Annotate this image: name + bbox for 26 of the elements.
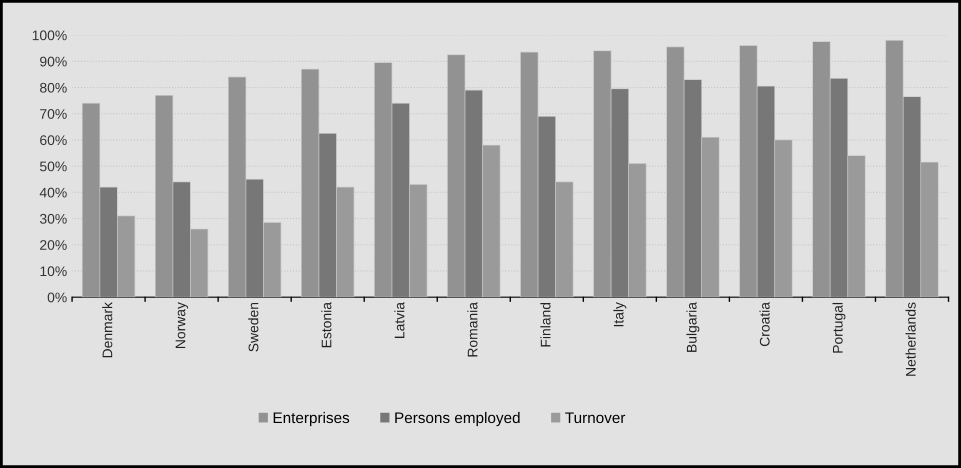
y-tick-label: 70% (40, 109, 67, 119)
y-tick-label: 50% (40, 161, 67, 172)
x-tick-label: Romania (467, 302, 478, 356)
x-tick-label: Netherlands (906, 302, 916, 376)
x-tick-label: Estonia (321, 302, 332, 348)
legend-label: Turnover (565, 412, 626, 424)
x-tick-label: Italy (613, 302, 626, 326)
y-tick-label: 30% (40, 214, 67, 224)
x-tick-label: Portugal (832, 302, 846, 353)
x-tick-label: Latvia (394, 302, 404, 338)
y-tick-label: 80% (40, 82, 67, 93)
legend-label: Persons employed (395, 412, 520, 426)
y-tick-label: 60% (40, 135, 67, 146)
y-tick-label: 90% (40, 56, 67, 66)
legend-label: Enterprises (274, 412, 350, 426)
x-tick-label: Croatia (759, 302, 770, 346)
x-tick-label: Norway (176, 302, 188, 348)
y-tick-label: 20% (40, 240, 67, 250)
y-tick-label: 100% (32, 30, 67, 40)
x-tick-label: Denmark (102, 302, 112, 358)
x-tick-label: Sweden (248, 302, 258, 352)
x-tick-label: Bulgaria (686, 302, 700, 352)
x-tick-label: Finland (540, 302, 551, 346)
y-tick-label: 40% (40, 188, 67, 198)
y-tick-label: 10% (40, 266, 67, 276)
y-tick-label: 0% (48, 292, 67, 302)
